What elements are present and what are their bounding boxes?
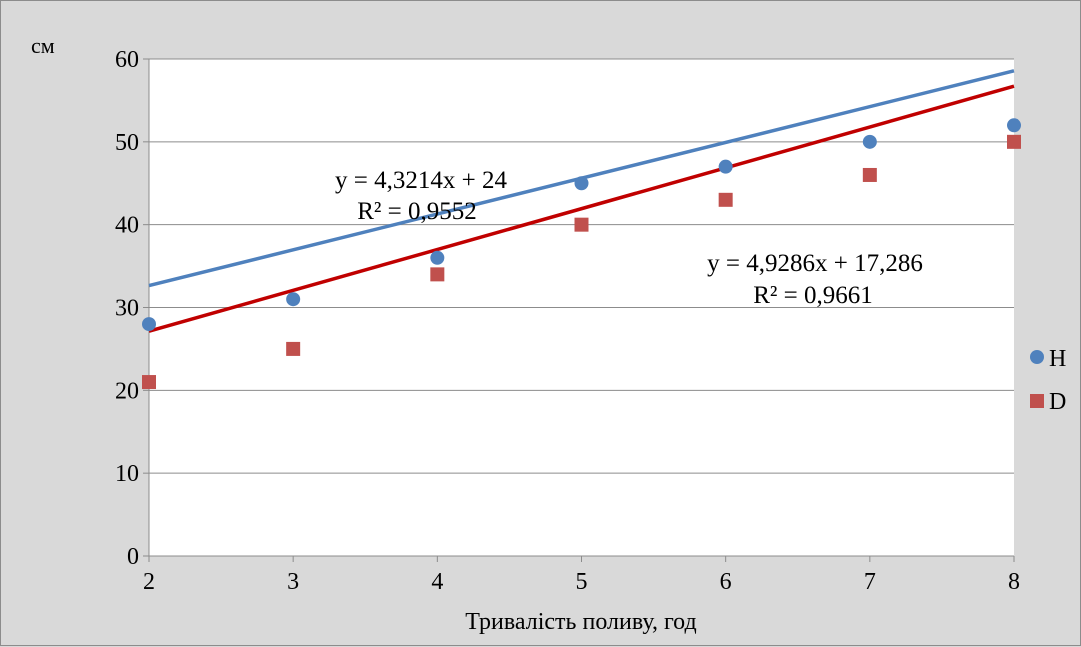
point-h [430, 250, 445, 265]
y-tick-label: 10 [115, 461, 139, 487]
y-tick-label: 50 [115, 130, 139, 156]
h-trend-r2: R² = 0,9552 [357, 198, 477, 225]
point-d [286, 341, 301, 356]
point-h [574, 176, 589, 191]
point-h [862, 134, 877, 149]
d-trend-r2: R² = 0,9661 [753, 282, 873, 309]
x-tick-label: 2 [143, 569, 155, 595]
point-d [430, 267, 445, 282]
point-h [286, 292, 301, 307]
point-d [1007, 134, 1021, 149]
point-d [574, 217, 589, 232]
x-tick-label: 3 [287, 569, 299, 595]
h-trend-equation: y = 4,3214x + 24 [335, 167, 507, 194]
point-d [142, 375, 156, 390]
y-tick-label: 20 [115, 378, 139, 404]
legend-h-label: H [1049, 346, 1066, 372]
point-h [1007, 118, 1021, 133]
x-tick-label: 5 [576, 569, 588, 595]
x-tick-label: 4 [431, 569, 443, 595]
point-d [862, 167, 877, 182]
x-axis-title: Тривалість поливу, год [465, 609, 696, 635]
tick-labels: 0 10 20 30 40 50 60 2 3 4 5 6 7 8 [115, 47, 1020, 595]
d-trend-equation: y = 4,9286x + 17,286 [707, 250, 923, 277]
legend-h-marker [1030, 350, 1044, 364]
data-markers [142, 118, 1021, 390]
legend: H D [1030, 346, 1066, 415]
y-tick-label: 30 [115, 296, 139, 322]
point-h [718, 159, 733, 174]
legend-d-marker [1030, 394, 1044, 408]
y-tick-label: 40 [115, 213, 139, 239]
legend-d-label: D [1049, 389, 1066, 415]
x-tick-label: 6 [720, 569, 732, 595]
point-h [142, 317, 156, 332]
y-tick-label: 0 [127, 544, 139, 570]
point-d [718, 192, 733, 207]
x-tick-label: 8 [1008, 569, 1020, 595]
x-tick-label: 7 [864, 569, 876, 595]
trendline-d [148, 84, 1015, 333]
y-tick-label: 60 [115, 47, 139, 73]
y-axis-unit-label: см [31, 33, 55, 58]
